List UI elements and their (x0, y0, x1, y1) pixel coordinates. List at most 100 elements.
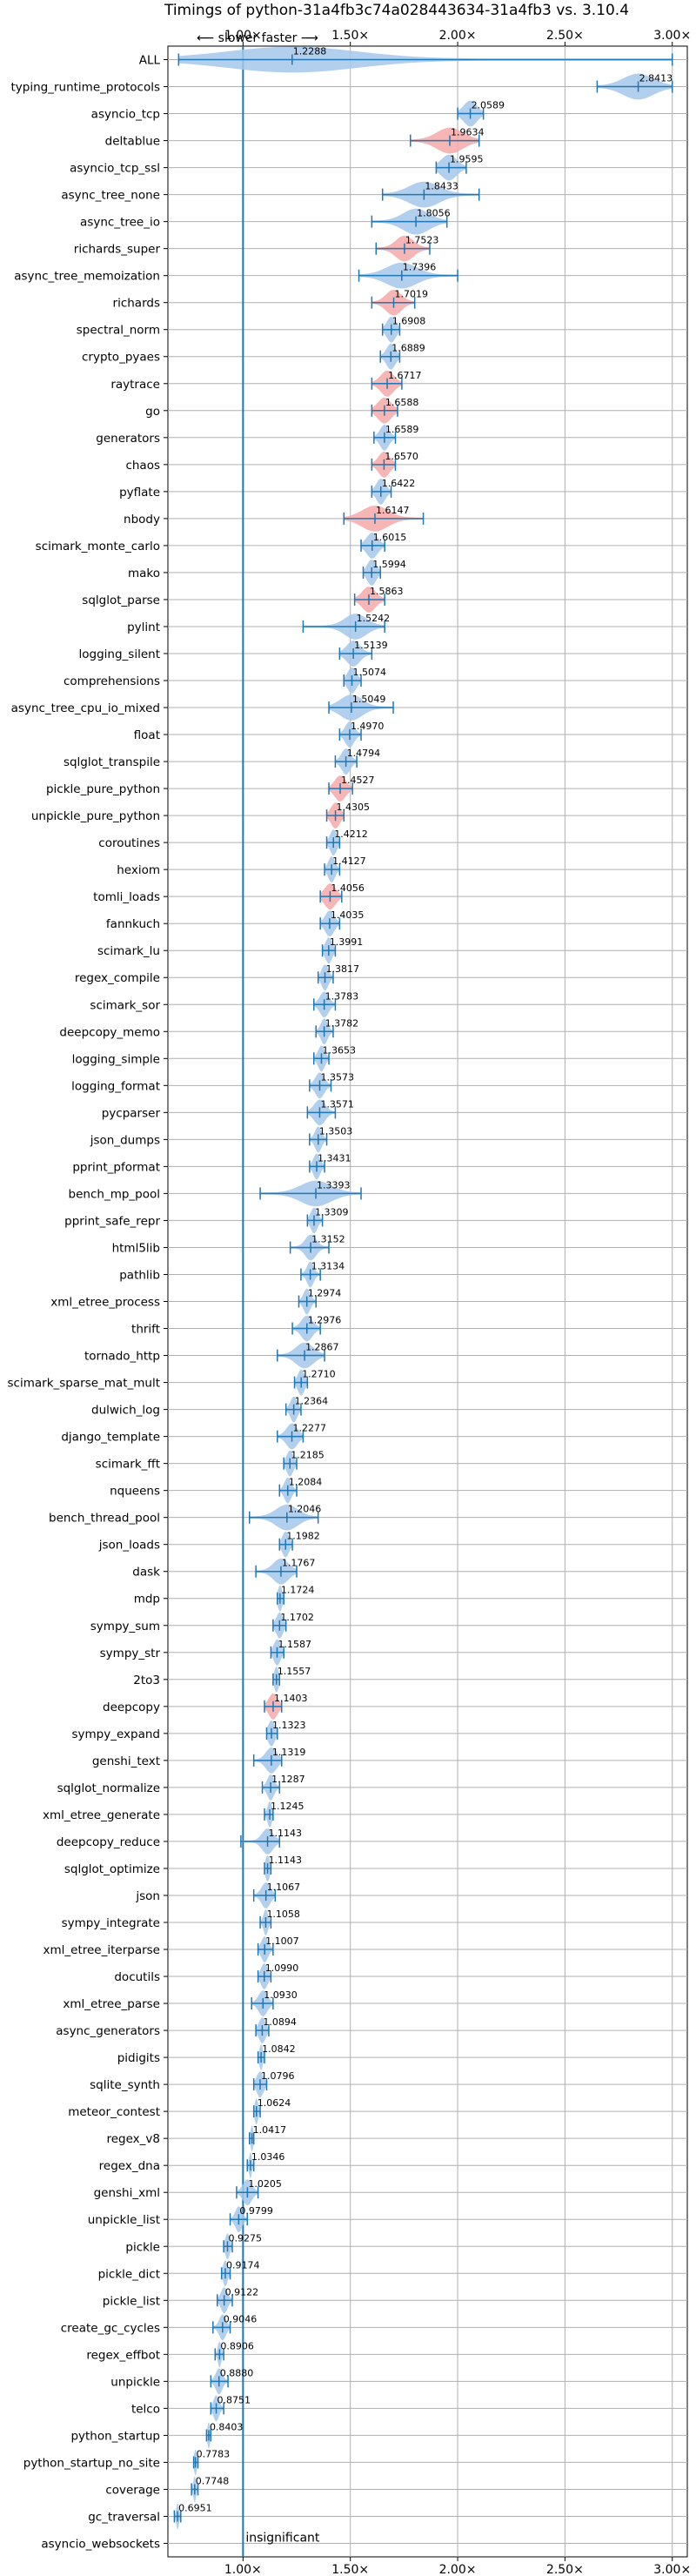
benchmark-label: telco (131, 2402, 160, 2416)
value-label: 0.9275 (228, 2232, 262, 2244)
value-label: 1.1587 (278, 1639, 311, 1650)
value-label: 1.1982 (286, 1531, 320, 1542)
benchmark-label: sqlglot_parse (82, 594, 160, 607)
benchmark-label: python_startup (70, 2429, 160, 2443)
chart-title: Timings of python-31a4fb3c74a028443634-3… (164, 2, 629, 19)
benchmark-label: pidigits (117, 2051, 160, 2065)
benchmark-label: sympy_expand (71, 1727, 160, 1741)
value-label: 1.3782 (325, 1017, 359, 1029)
benchmark-label: pprint_pformat (72, 1160, 160, 1174)
benchmark-label: pylint (127, 621, 160, 634)
value-label: 1.1287 (271, 1774, 305, 1785)
value-label: 1.8056 (417, 208, 451, 219)
value-label: 1.7019 (394, 289, 428, 300)
value-label: 1.4035 (331, 909, 365, 921)
benchmark-label: richards_super (74, 243, 161, 257)
benchmark-label: deltablue (105, 135, 160, 149)
value-label: 1.3503 (319, 1125, 353, 1137)
value-label: 0.9799 (239, 2205, 273, 2217)
value-label: 1.5863 (370, 586, 404, 597)
value-label: 1.3309 (315, 1206, 349, 1218)
value-label: 1.6717 (388, 370, 422, 381)
value-label: 1.4212 (334, 828, 368, 840)
benchmark-label: html5lib (112, 1241, 160, 1255)
value-label: 1.0796 (261, 2070, 295, 2082)
benchmark-label: spectral_norm (77, 324, 160, 338)
value-label: 1.3573 (320, 1071, 354, 1083)
benchmark-label: logging_format (71, 1079, 160, 1093)
value-label: 1.0842 (262, 2043, 296, 2055)
value-label: 1.2710 (302, 1369, 336, 1380)
value-label: 1.5074 (353, 667, 387, 678)
benchmark-label: crypto_pyaes (82, 351, 160, 365)
benchmark-label: coverage (105, 2483, 160, 2497)
benchmark-label: asyncio_tcp (91, 108, 160, 122)
benchmark-label: typing_runtime_protocols (11, 81, 161, 95)
value-label: 1.3152 (311, 1233, 345, 1244)
value-label: 1.0346 (251, 2151, 285, 2163)
value-label: 0.7783 (197, 2448, 231, 2459)
x-tick-label-top: 1.50× (331, 29, 369, 43)
benchmark-label: sqlglot_normalize (57, 1781, 160, 1795)
benchmark-label: json_dumps (90, 1133, 160, 1147)
benchmark-label: async_tree_io (80, 216, 160, 230)
x-tick-label-top: 3.00× (653, 29, 691, 43)
value-label: 1.5049 (352, 694, 386, 705)
value-label: 1.6908 (392, 316, 426, 327)
value-label: 1.5242 (357, 613, 391, 624)
benchmark-label: django_template (61, 1431, 160, 1445)
value-label: 0.9174 (226, 2259, 260, 2271)
benchmark-label: deepcopy (103, 1701, 160, 1714)
value-label: 0.9122 (225, 2286, 259, 2298)
x-tick-label-bottom: 2.00× (439, 2563, 477, 2576)
x-tick-label-bottom: 1.00× (224, 2563, 262, 2576)
benchmark-label: async_tree_cpu_io_mixed (11, 701, 160, 715)
benchmark-label: tomli_loads (93, 890, 160, 904)
x-tick-label-bottom: 2.50× (546, 2563, 584, 2576)
value-label: 1.0624 (258, 2097, 291, 2109)
value-label: 1.1724 (281, 1585, 315, 1596)
value-label: 2.8413 (639, 73, 673, 84)
benchmark-label: dulwich_log (91, 1404, 160, 1418)
benchmark-label: asyncio_websockets (41, 2537, 160, 2551)
value-label: 1.2364 (295, 1396, 329, 1407)
benchmark-label: sqlite_synth (90, 2078, 160, 2092)
benchmark-label: python_startup_no_site (23, 2456, 160, 2470)
benchmark-label: logging_simple (72, 1052, 160, 1066)
value-label: 1.2867 (305, 1342, 339, 1353)
benchmark-label: pprint_safe_repr (64, 1214, 160, 1228)
value-label: 1.4127 (332, 855, 366, 867)
benchmark-label: tornado_http (84, 1350, 160, 1364)
value-label: 1.3783 (325, 990, 359, 1002)
value-label: 1.6589 (385, 424, 419, 435)
value-label: 1.2974 (308, 1288, 342, 1299)
benchmark-label: scimark_sparse_mat_mult (8, 1377, 160, 1391)
benchmark-label: richards (113, 297, 160, 311)
value-label: 1.1319 (272, 1747, 306, 1758)
benchmark-label: sympy_sum (90, 1620, 160, 1633)
benchmark-label: pickle_pure_python (46, 782, 160, 796)
value-label: 1.6422 (382, 478, 416, 489)
benchmark-label: async_tree_memoization (14, 270, 160, 284)
value-label: 0.7748 (196, 2475, 230, 2486)
benchmark-label: nbody (124, 513, 160, 527)
value-label: 1.1245 (271, 1801, 304, 1812)
benchmark-label: hexiom (117, 863, 160, 877)
x-tick-label-top: 2.00× (439, 29, 477, 43)
benchmark-label: mako (128, 567, 160, 580)
benchmark-label: pycparser (102, 1106, 161, 1120)
benchmark-label: comprehensions (64, 674, 160, 688)
benchmark-label: regex_compile (75, 971, 160, 985)
value-label: 0.8403 (210, 2421, 244, 2432)
benchmark-label: 2to3 (133, 1674, 160, 1687)
benchmark-label: ALL (139, 54, 161, 68)
x-tick-label-bottom: 3.00× (653, 2563, 691, 2576)
value-label: 0.8880 (220, 2367, 254, 2378)
value-label: 1.1067 (267, 1882, 301, 1893)
benchmark-label: sqlglot_transpile (64, 755, 160, 769)
value-label: 2.0589 (472, 100, 505, 111)
benchmark-label: sympy_integrate (62, 1916, 160, 1930)
value-label: 1.1007 (265, 1935, 299, 1947)
value-label: 1.0990 (265, 1962, 299, 1974)
benchmark-label: deepcopy_reduce (57, 1835, 160, 1849)
